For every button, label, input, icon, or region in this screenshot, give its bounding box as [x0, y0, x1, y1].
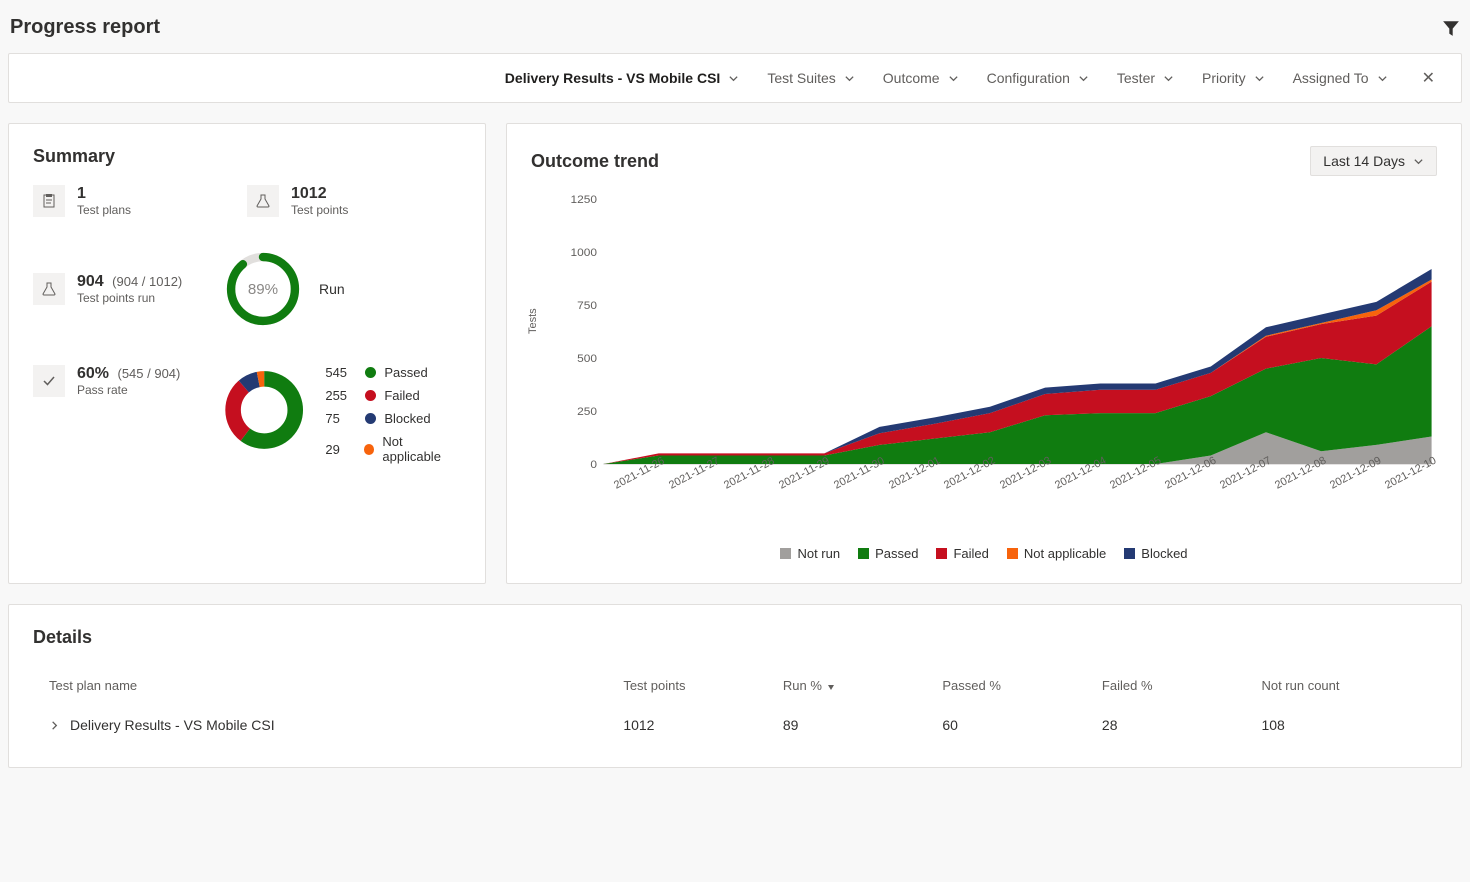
legend-passed: 545Passed: [325, 365, 461, 380]
pass-value: 60% (545 / 904): [77, 365, 180, 383]
swatch-icon: [364, 444, 375, 455]
filter-icon[interactable]: [1442, 19, 1460, 37]
page-title: Progress report: [10, 16, 160, 39]
col-not-run-count[interactable]: Not run count: [1261, 678, 1421, 693]
filter-priority[interactable]: Priority: [1202, 70, 1265, 86]
pass-donut: [221, 365, 307, 455]
chevron-down-icon: [844, 73, 855, 84]
filter-test-suites[interactable]: Test Suites: [767, 70, 854, 86]
legend-not-run[interactable]: Not run: [780, 546, 840, 561]
test-plans-value: 1: [77, 185, 131, 203]
filter-outcome[interactable]: Outcome: [883, 70, 959, 86]
gauge-percent: 89%: [248, 281, 278, 298]
swatch-icon: [365, 413, 376, 424]
legend-blocked: 75Blocked: [325, 411, 461, 426]
summary-card: Summary 1 Test plans 1012 Test points: [8, 123, 486, 584]
test-plans-label: Test plans: [77, 203, 131, 217]
filter-primary[interactable]: Delivery Results - VS Mobile CSI: [505, 70, 740, 86]
legend-not-applicable[interactable]: Not applicable: [1007, 546, 1106, 561]
period-dropdown[interactable]: Last 14 Days: [1310, 146, 1437, 176]
sort-desc-icon: [826, 681, 836, 691]
flask-icon: [247, 185, 279, 217]
svg-text:250: 250: [577, 406, 597, 418]
run-value: 904 (904 / 1012): [77, 273, 182, 291]
trend-title: Outcome trend: [531, 151, 659, 172]
pass-label: Pass rate: [77, 383, 180, 397]
trend-card: Outcome trend Last 14 Days Tests 0 250 500…: [506, 123, 1462, 584]
legend-passed[interactable]: Passed: [858, 546, 918, 561]
chevron-down-icon: [1413, 156, 1424, 167]
y-axis-label: Tests: [527, 308, 539, 334]
chevron-right-icon[interactable]: [49, 720, 60, 731]
filter-bar: Delivery Results - VS Mobile CSI Test Su…: [8, 53, 1462, 103]
chevron-down-icon: [1078, 73, 1089, 84]
legend-failed[interactable]: Failed: [936, 546, 988, 561]
legend-blocked[interactable]: Blocked: [1124, 546, 1187, 561]
details-title: Details: [33, 627, 92, 648]
svg-text:750: 750: [577, 300, 597, 312]
cell: 89: [783, 717, 943, 733]
check-icon: [33, 365, 65, 397]
swatch-icon: [936, 548, 947, 559]
cell: 1012: [623, 717, 783, 733]
col-run-[interactable]: Run %: [783, 678, 943, 693]
stat-test-plans: 1 Test plans: [33, 185, 247, 217]
clipboard-icon: [33, 185, 65, 217]
trend-legend: Not run Passed Failed Not applicable Blocked: [531, 546, 1437, 561]
swatch-icon: [365, 367, 376, 378]
legend-not-applicable: 29Not applicable: [325, 434, 461, 464]
details-card: Details Test plan nameTest pointsRun %Pa…: [8, 604, 1462, 768]
col-test-points[interactable]: Test points: [623, 678, 783, 693]
trend-chart: 0 250 500 750 1000 1250: [571, 194, 1437, 474]
test-points-label: Test points: [291, 203, 348, 217]
flask-icon: [33, 273, 65, 305]
stat-test-points-run: 904 (904 / 1012) Test points run: [33, 273, 203, 305]
filter-assigned-to[interactable]: Assigned To: [1293, 70, 1388, 86]
swatch-icon: [365, 390, 376, 401]
chevron-down-icon: [728, 73, 739, 84]
pass-legend: 545Passed 255Failed 75Blocked 29Not applica…: [325, 365, 461, 464]
chevron-down-icon: [948, 73, 959, 84]
details-header: Test plan nameTest pointsRun %Passed %Fa…: [33, 666, 1437, 705]
swatch-icon: [1007, 548, 1018, 559]
cell: 60: [942, 717, 1102, 733]
col-test-plan-name[interactable]: Test plan name: [49, 678, 623, 693]
stat-pass-rate: 60% (545 / 904) Pass rate: [33, 365, 203, 397]
stat-test-points: 1012 Test points: [247, 185, 461, 217]
swatch-icon: [1124, 548, 1135, 559]
svg-text:1250: 1250: [571, 194, 597, 206]
plan-name: Delivery Results - VS Mobile CSI: [70, 717, 275, 733]
run-label: Test points run: [77, 291, 182, 305]
svg-text:0: 0: [590, 459, 597, 471]
col-passed-[interactable]: Passed %: [942, 678, 1102, 693]
chevron-down-icon: [1254, 73, 1265, 84]
table-row[interactable]: Delivery Results - VS Mobile CSI 10128960…: [33, 705, 1437, 745]
cell: 28: [1102, 717, 1262, 733]
svg-text:1000: 1000: [571, 247, 597, 259]
summary-title: Summary: [33, 146, 115, 167]
test-points-value: 1012: [291, 185, 348, 203]
filter-configuration[interactable]: Configuration: [987, 70, 1089, 86]
gauge-label: Run: [319, 281, 345, 297]
col-failed-[interactable]: Failed %: [1102, 678, 1262, 693]
filter-primary-label: Delivery Results - VS Mobile CSI: [505, 70, 721, 86]
run-gauge: 89%: [221, 247, 305, 331]
cell: 108: [1261, 717, 1421, 733]
chevron-down-icon: [1163, 73, 1174, 84]
chevron-down-icon: [1377, 73, 1388, 84]
swatch-icon: [858, 548, 869, 559]
swatch-icon: [780, 548, 791, 559]
svg-text:500: 500: [577, 353, 597, 365]
legend-failed: 255Failed: [325, 388, 461, 403]
filter-tester[interactable]: Tester: [1117, 70, 1174, 86]
clear-filters-button[interactable]: ✕: [1416, 68, 1441, 88]
